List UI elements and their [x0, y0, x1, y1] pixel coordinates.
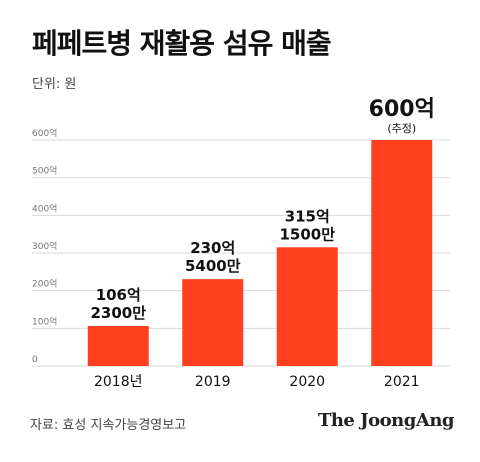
unit-label: 단위: 원: [32, 77, 77, 92]
source-note: 자료: 효성 지속가능경영보고: [30, 418, 187, 433]
data-label: 600억: [369, 97, 435, 122]
x-tick-label: 2019: [195, 374, 231, 390]
data-label: 2300만: [90, 304, 146, 322]
bar: [371, 140, 433, 366]
y-tick-label: 300억: [32, 240, 57, 252]
data-label-note: (추정): [387, 122, 416, 135]
data-label: 230억: [190, 239, 235, 257]
bar: [182, 279, 244, 366]
data-label: 5400만: [185, 257, 241, 275]
bar: [87, 325, 149, 366]
y-tick-label: 200억: [32, 278, 57, 290]
y-tick-label: 600억: [32, 127, 57, 139]
y-tick-label: 400억: [32, 202, 57, 214]
brand-logo: The JoongAng: [317, 410, 455, 431]
y-tick-label: 0: [32, 355, 38, 365]
x-tick-label: 2021: [384, 374, 420, 390]
bar: [276, 247, 338, 366]
y-tick-label: 100억: [32, 315, 57, 327]
data-label: 315억: [285, 207, 330, 225]
data-label: 1500만: [279, 225, 335, 243]
x-tick-label: 2020: [289, 374, 325, 390]
x-tick-label: 2018년: [94, 374, 143, 390]
y-tick-label: 500억: [32, 165, 57, 177]
data-label: 106억: [96, 286, 141, 304]
chart-title: 페페트병 재활용 섬유 매출: [32, 27, 332, 60]
